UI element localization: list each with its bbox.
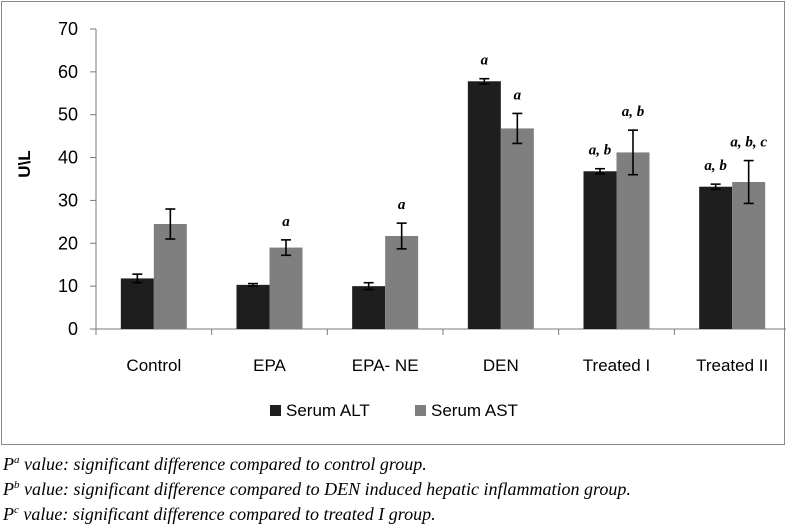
x-tick-label: Treated II — [696, 356, 768, 375]
bar — [500, 128, 534, 329]
y-tick-label: 60 — [58, 62, 78, 82]
x-tick-label: DEN — [483, 356, 519, 375]
legend-swatch — [415, 405, 426, 416]
y-tick-label: 30 — [58, 190, 78, 210]
bar — [583, 171, 617, 329]
footnotes: Pa value: significant difference compare… — [3, 452, 783, 527]
bar — [236, 284, 270, 329]
significance-label: a, b — [622, 104, 645, 120]
significance-label: a, b — [589, 143, 612, 159]
y-tick-label: 0 — [68, 319, 78, 339]
x-tick-label: EPA — [253, 356, 286, 375]
bar — [467, 81, 501, 330]
footnote-a: Pa value: significant difference compare… — [3, 454, 427, 474]
x-tick-label: Treated I — [583, 356, 650, 375]
legend-label: Serum AST — [431, 401, 518, 420]
y-axis-label: U\L — [15, 150, 34, 177]
y-tick-label: 70 — [58, 19, 78, 39]
significance-label: a, b — [704, 158, 727, 174]
legend-swatch — [270, 405, 281, 416]
bar — [269, 247, 303, 329]
significance-label: a, b, c — [730, 135, 767, 151]
y-tick-label: 40 — [58, 148, 78, 168]
significance-label: a — [282, 214, 290, 230]
significance-label: a — [514, 87, 522, 103]
y-tick-label: 10 — [58, 276, 78, 296]
bar — [153, 224, 187, 329]
y-tick-label: 50 — [58, 105, 78, 125]
footnote-c: Pc value: significant difference compare… — [3, 504, 436, 524]
significance-label: a — [398, 197, 406, 213]
x-tick-label: EPA- NE — [352, 356, 419, 375]
bar-chart: 0 10 20 30 40 50 60 70 U\L Control EPA EPA- NE DEN Tr… — [15, 19, 786, 420]
y-tick-label: 20 — [58, 233, 78, 253]
footnote-b: Pb value: significant difference compare… — [3, 479, 631, 499]
bar — [352, 286, 386, 329]
bar — [385, 236, 419, 329]
axes: 0 10 20 30 40 50 60 70 U\L Control EPA EPA- NE DEN Tr… — [15, 19, 786, 375]
legend-label: Serum ALT — [286, 401, 370, 420]
legend: Serum ALT Serum AST — [270, 401, 518, 420]
significance-label: a — [481, 53, 489, 69]
bar — [699, 186, 733, 329]
chart-frame: 0 10 20 30 40 50 60 70 U\L Control EPA EPA- NE DEN Tr… — [1, 1, 786, 445]
bar — [616, 152, 650, 329]
x-tick-label: Control — [126, 356, 181, 375]
bar — [120, 278, 154, 329]
bar — [732, 182, 766, 329]
